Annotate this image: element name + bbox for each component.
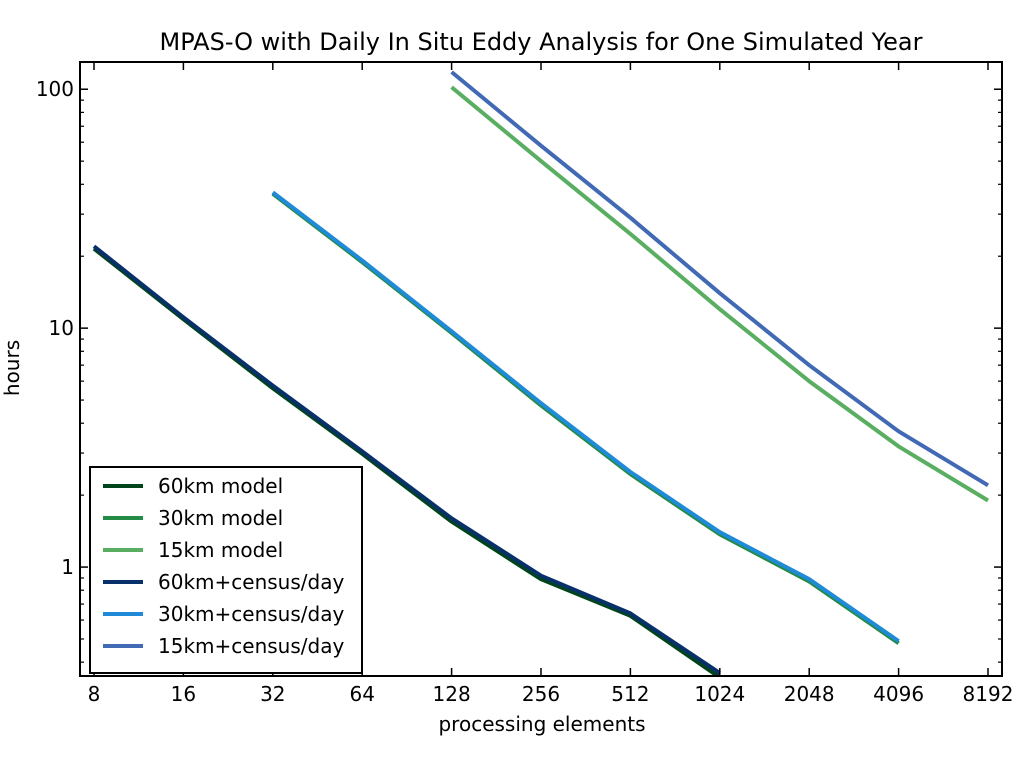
plot-frame (79, 61, 1003, 677)
y-tick-label: 1 (61, 555, 74, 579)
series-line-3 (92, 244, 721, 675)
y-axis-label: hours (0, 340, 24, 396)
x-tick-label: 4096 (873, 682, 924, 706)
x-tick-label: 2048 (784, 682, 835, 706)
legend-label-2: 15km model (158, 538, 283, 562)
x-tick-label: 1024 (694, 682, 745, 706)
legend-label-3: 60km+census/day (158, 570, 344, 594)
legend-label-1: 30km model (158, 506, 283, 530)
x-tick-label: 8192 (963, 682, 1014, 706)
legend-box (89, 466, 363, 674)
x-tick-label: 16 (171, 682, 196, 706)
series-line-5 (450, 70, 990, 488)
y-tick-label: 10 (49, 316, 74, 340)
x-tick-label: 64 (349, 682, 374, 706)
series-line-4 (271, 190, 900, 643)
x-tick-label: 32 (260, 682, 285, 706)
x-tick-label: 128 (433, 682, 471, 706)
x-tick-label: 8 (88, 682, 101, 706)
ticks-layer: 8 16 32 64 128 256 512 1024 2048 4096 8192 1 10 100 (36, 62, 1014, 706)
chart-title: MPAS-O with Daily In Situ Eddy Analysis … (160, 28, 923, 56)
legend-label-5: 15km+census/day (158, 634, 344, 658)
x-tick-label: 512 (611, 682, 649, 706)
y-tick-label: 100 (36, 77, 74, 101)
series-line-2 (450, 85, 990, 503)
series-layer (92, 70, 990, 676)
legend-label-4: 30km+census/day (158, 602, 344, 626)
x-tick-label: 256 (522, 682, 560, 706)
legend-label-0: 60km model (158, 474, 283, 498)
x-axis-label: processing elements (438, 712, 645, 736)
plot-area (92, 70, 990, 676)
legend: 60km model 30km model 15km model 60km+censu… (89, 466, 363, 674)
